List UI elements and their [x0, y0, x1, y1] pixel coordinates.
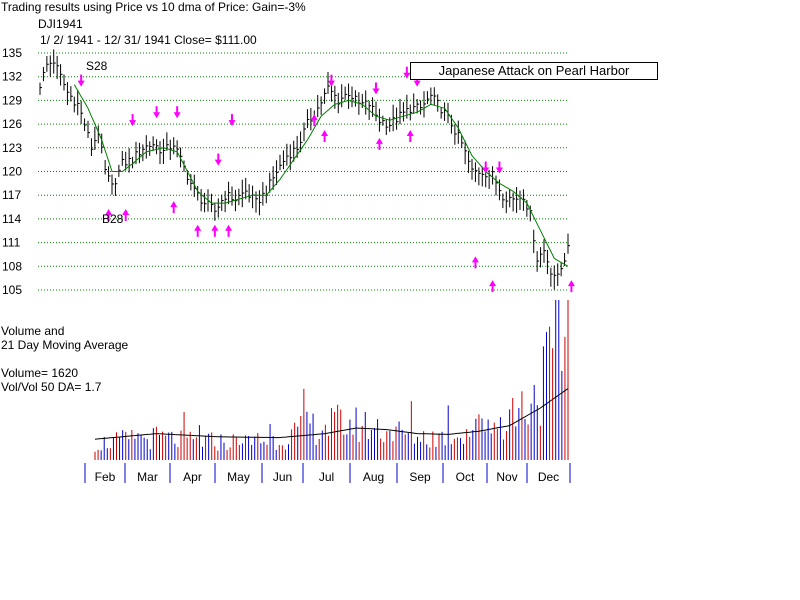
price-tick-label: 120	[2, 165, 22, 179]
buy-arrow-head	[567, 280, 575, 287]
buy-arrow-head	[406, 130, 414, 136]
sell-arrow-head	[77, 80, 85, 87]
price-tick-label: 111	[2, 236, 21, 250]
buy-arrow	[194, 224, 202, 237]
chart-title: Trading results using Price vs 10 dma of…	[1, 0, 306, 14]
volume-bars	[94, 300, 569, 460]
buy-arrow	[310, 114, 318, 127]
volume-label-line1: Volume and	[1, 324, 65, 338]
month-label: Apr	[183, 470, 202, 484]
buy-arrow-head	[105, 209, 113, 215]
sell-arrow	[77, 74, 85, 87]
month-label: Aug	[363, 470, 384, 484]
price-tick-label: 132	[2, 70, 22, 84]
price-tick-label: 126	[2, 117, 22, 131]
buy-arrow	[471, 256, 479, 269]
buy-arrow	[170, 201, 178, 214]
volume-ma-21-line	[94, 388, 569, 440]
sell-arrow	[129, 114, 137, 127]
month-axis: Feb Mar Apr May Jun Jul Aug Sep Oct Nov Dec	[84, 463, 571, 484]
month-label: Mar	[137, 470, 158, 484]
month-label: Feb	[95, 470, 116, 484]
sell-arrow-head	[153, 112, 161, 119]
month-label: Oct	[456, 470, 475, 484]
price-tick-label: 117	[2, 188, 21, 202]
buy-arrow	[406, 130, 414, 142]
sell-arrow-head	[495, 167, 503, 174]
price-tick-label: 123	[2, 141, 22, 155]
price-tick-label: 105	[2, 283, 22, 297]
buy-arrow-head	[122, 209, 130, 215]
sell-arrow-head	[372, 88, 380, 95]
buy-arrow-head	[225, 224, 233, 231]
sell-arrow	[495, 161, 503, 174]
pearl-harbor-annotation: Japanese Attack on Pearl Harbor	[410, 62, 658, 80]
buy-arrow-head	[194, 224, 202, 231]
date-range-close: 1/ 2/ 1941 - 12/ 31/ 1941 Close= $111.00	[40, 33, 257, 47]
buy-arrow-head	[375, 137, 383, 144]
volume-value: Volume= 1620	[1, 366, 79, 380]
price-tick-label: 129	[2, 93, 22, 107]
sell-arrow-head	[129, 120, 137, 127]
sell-arrow	[372, 82, 380, 95]
sell-arrow	[214, 153, 222, 166]
month-label: Sep	[409, 470, 431, 484]
price-tick-label: 108	[2, 259, 22, 273]
buy-arrow-head	[471, 256, 479, 263]
b28-label: B28	[102, 212, 124, 226]
month-label: Nov	[496, 470, 517, 484]
sell-arrow-head	[214, 159, 222, 166]
sell-arrow-head	[403, 72, 411, 79]
sell-arrow-head	[327, 80, 335, 87]
buy-arrow	[122, 209, 130, 221]
buy-arrow-head	[170, 201, 178, 208]
sell-arrow-head	[413, 80, 421, 87]
signal-arrows	[77, 66, 575, 293]
sell-arrow	[153, 106, 161, 119]
buy-arrow	[567, 280, 575, 293]
buy-arrow	[105, 209, 113, 221]
sell-arrow	[403, 66, 411, 79]
price-bars	[39, 49, 570, 290]
month-label: May	[227, 470, 250, 484]
volume-ratio: Vol/Vol 50 DA= 1.7	[1, 380, 102, 394]
sell-arrow-head	[482, 167, 490, 174]
buy-arrow-head	[211, 224, 219, 231]
volume-label-line2: 21 Day Moving Average	[1, 338, 129, 352]
sell-arrow-head	[228, 120, 236, 127]
month-label: Jun	[273, 470, 292, 484]
sell-arrow	[327, 74, 335, 87]
sell-arrow-head	[173, 112, 181, 119]
buy-arrow	[489, 280, 497, 293]
buy-arrow-head	[310, 114, 318, 121]
month-label: Dec	[538, 470, 559, 484]
sell-arrow	[173, 106, 181, 119]
buy-arrow-head	[489, 280, 497, 287]
price-tick-label: 135	[2, 46, 22, 60]
buy-arrow-head	[321, 130, 329, 136]
buy-arrow	[225, 224, 233, 237]
price-tick-label: 114	[2, 212, 21, 226]
s28-label: S28	[86, 59, 108, 73]
buy-arrow	[321, 130, 329, 142]
price-axis-labels: 135 132 129 126 123 120 117 114 111 108 105	[2, 46, 22, 297]
buy-arrow	[375, 137, 383, 150]
sell-arrow	[482, 161, 490, 174]
month-label: Jul	[319, 470, 334, 484]
symbol-label: DJI1941	[38, 17, 83, 31]
sell-arrow	[228, 114, 236, 127]
buy-arrow	[211, 224, 219, 237]
